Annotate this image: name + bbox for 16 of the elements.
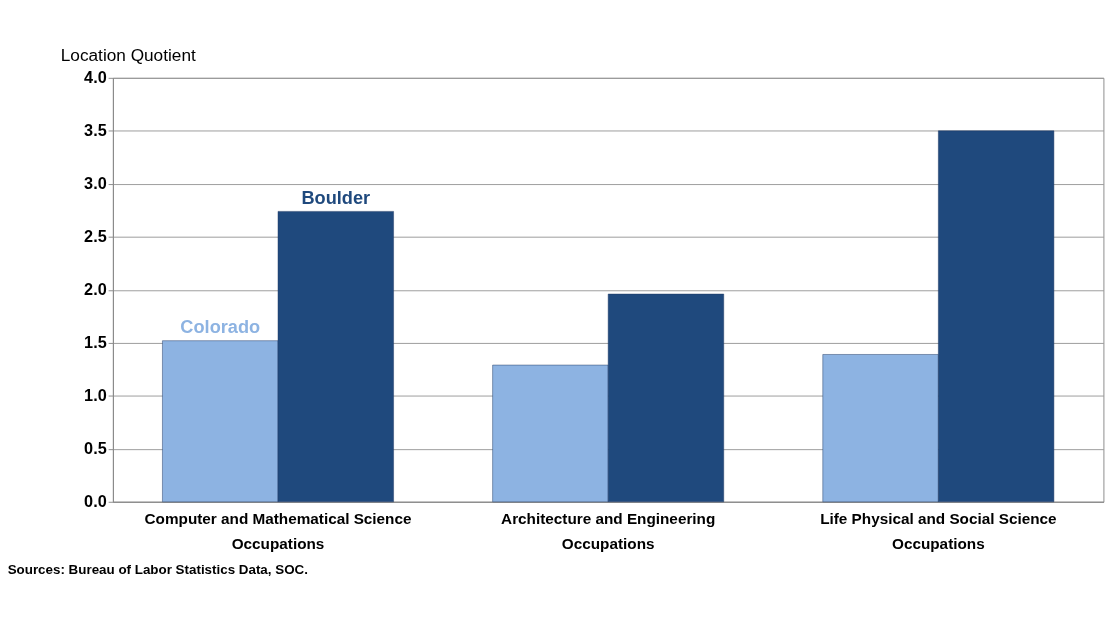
y-tick-label: 4.0: [84, 68, 107, 87]
y-tick-label: 2.0: [84, 280, 107, 299]
x-tick-label: Computer and Mathematical Science Occupations: [144, 510, 412, 553]
y-tick-label: 1.5: [84, 333, 107, 352]
y-tick-label: 0.0: [84, 492, 107, 511]
y-tick-label: 3.0: [84, 174, 107, 193]
x-tick-label: Life Physical and Social Science Occupations: [820, 510, 1057, 553]
series-label: Colorado: [180, 317, 261, 338]
series-label: Boulder: [301, 187, 371, 208]
source-note: Sources: Bureau of Labor Statistics Data, SOC.: [7, 561, 308, 577]
y-tick-label: 1.0: [84, 386, 107, 405]
x-tick-label: Architecture and Engineering Occupations: [501, 510, 716, 553]
y-tick-label: 3.5: [84, 121, 107, 140]
y-tick-label: 0.5: [84, 439, 107, 458]
y-axis-title: Location Quotient: [60, 45, 196, 66]
y-tick-label: 2.5: [84, 227, 107, 246]
